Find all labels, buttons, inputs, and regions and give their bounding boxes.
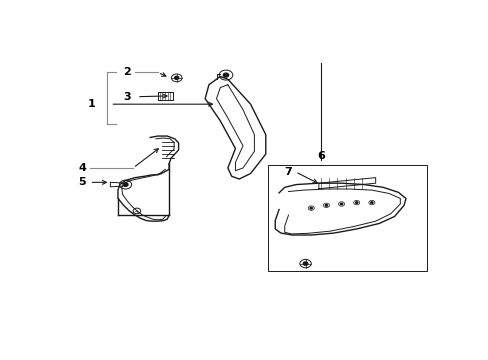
Circle shape: [303, 262, 307, 265]
Text: 6: 6: [316, 151, 324, 161]
Text: 3: 3: [123, 92, 131, 102]
Bar: [267, 165, 426, 270]
Text: 7: 7: [284, 167, 291, 177]
Circle shape: [355, 202, 357, 203]
Circle shape: [123, 183, 128, 186]
Circle shape: [223, 73, 228, 77]
Text: 4: 4: [78, 163, 86, 173]
Circle shape: [370, 202, 372, 203]
Circle shape: [174, 76, 179, 80]
Text: 5: 5: [78, 177, 85, 187]
Circle shape: [340, 203, 342, 205]
Text: 2: 2: [123, 67, 131, 77]
Circle shape: [325, 204, 327, 206]
Circle shape: [309, 207, 312, 209]
Text: 1: 1: [87, 99, 95, 109]
